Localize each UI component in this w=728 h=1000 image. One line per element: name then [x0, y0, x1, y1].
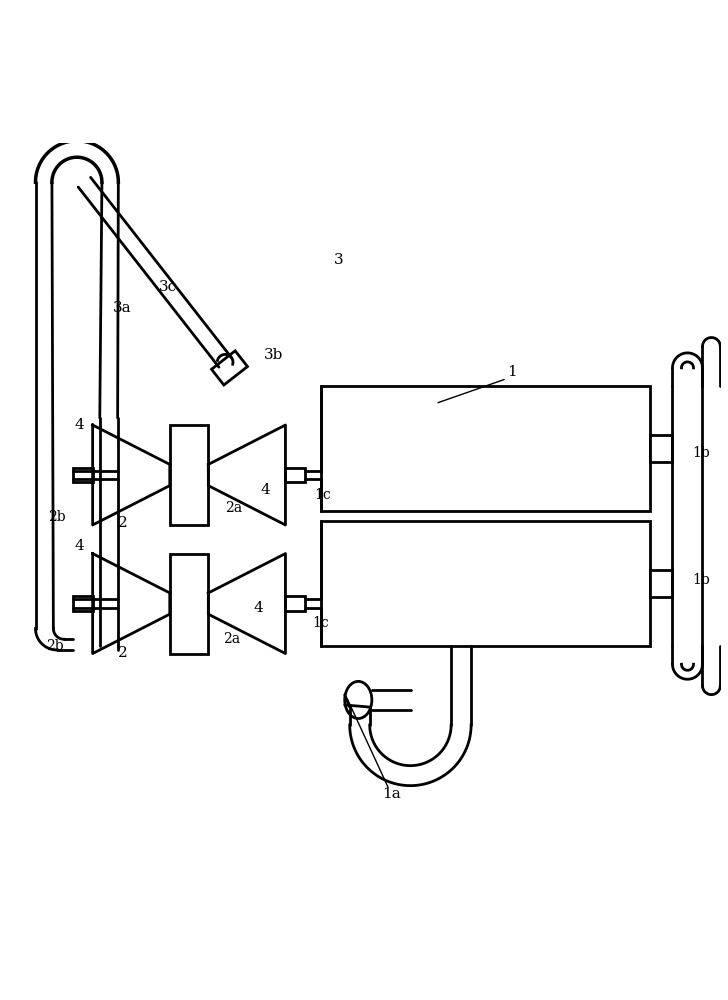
Bar [321, 386, 649, 511]
Text: 3c: 3c [159, 280, 177, 294]
Text: 3a: 3a [113, 301, 131, 315]
Bar [285, 596, 306, 611]
Text: 1b: 1b [692, 446, 711, 460]
Bar [285, 468, 306, 482]
Text: 4: 4 [75, 418, 84, 432]
Text: 1c: 1c [312, 616, 328, 630]
Text: 2a: 2a [223, 632, 240, 646]
Bar [73, 596, 92, 611]
Text: 2: 2 [118, 516, 127, 530]
Text: 4: 4 [253, 601, 263, 615]
Bar [170, 425, 208, 525]
Text: 1b: 1b [692, 573, 711, 587]
Text: 3: 3 [334, 253, 344, 267]
Bar [212, 351, 248, 385]
Bar [649, 435, 673, 462]
Text: 2a: 2a [225, 501, 242, 515]
Text: 4: 4 [75, 539, 84, 553]
Text: 2b: 2b [46, 639, 64, 653]
Text: 4: 4 [261, 483, 270, 497]
Text: 2b: 2b [48, 510, 66, 524]
Bar [73, 468, 92, 482]
Bar [649, 570, 673, 597]
Text: 1: 1 [507, 365, 517, 379]
Text: 3b: 3b [264, 348, 283, 362]
Text: 1c: 1c [314, 488, 331, 502]
Text: 2: 2 [118, 646, 127, 660]
Ellipse shape [345, 681, 372, 719]
Bar [321, 521, 649, 646]
Text: 1a: 1a [382, 787, 400, 801]
Bar [170, 554, 208, 654]
